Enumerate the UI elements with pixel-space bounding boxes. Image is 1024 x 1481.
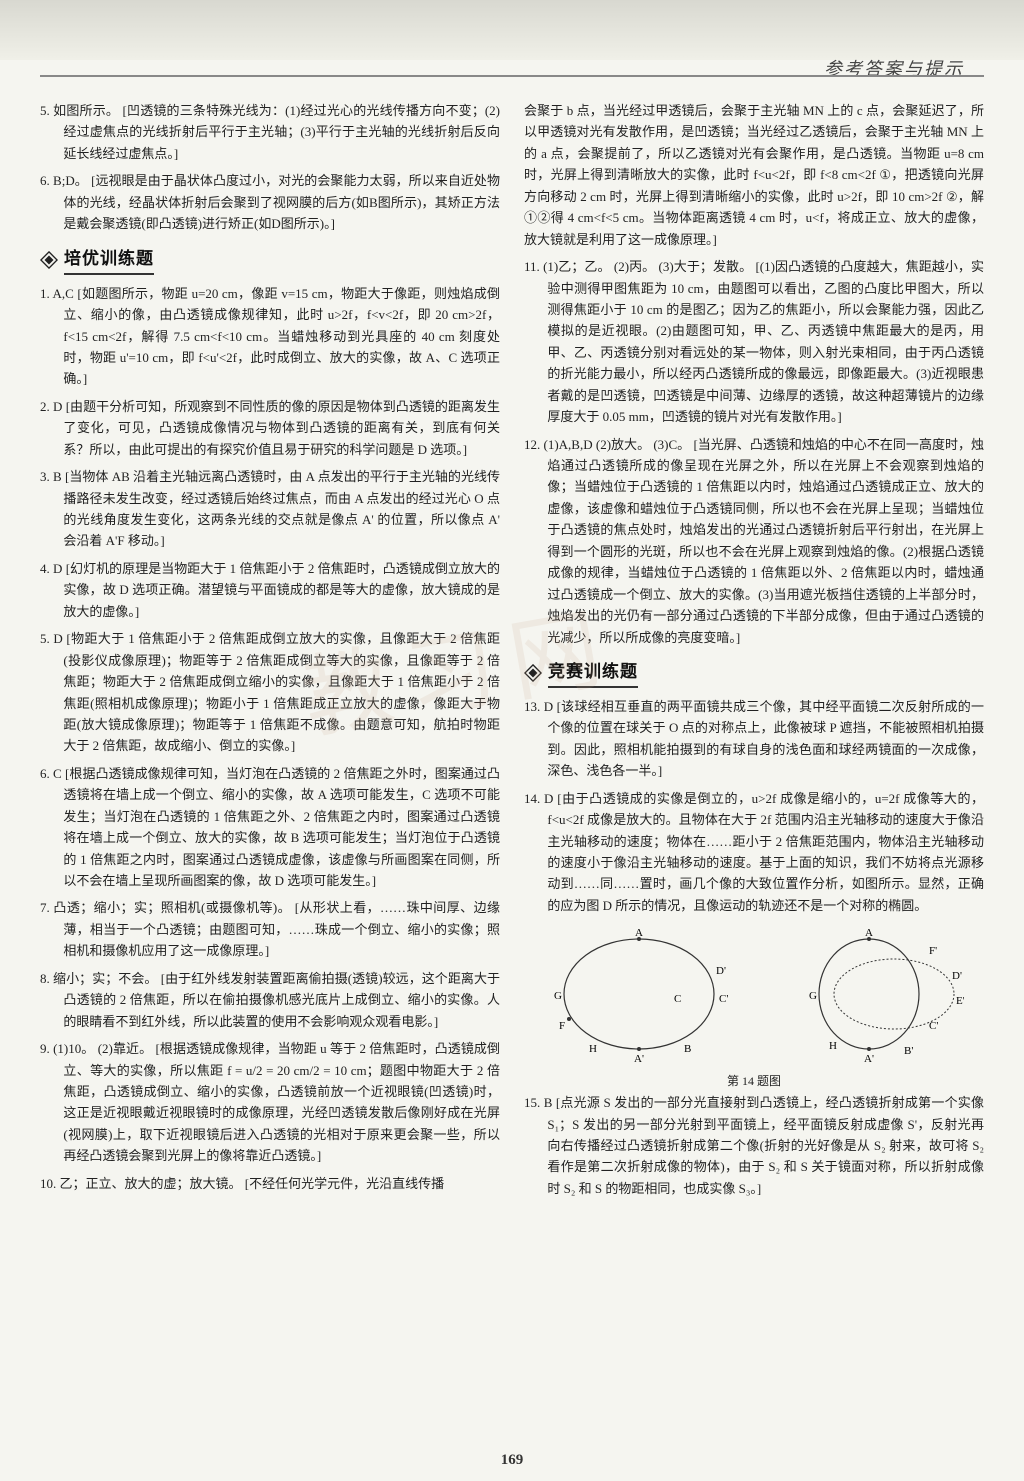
text-item: 2. D [由题干分析可知，所观察到不同性质的像的原因是物体到凸透镜的距离发生了… [40,396,500,460]
text-item: 10. 乙；正立、放大的虚；放大镜。 [不经任何光学元件，光沿直线传播 [40,1173,500,1194]
svg-text:E': E' [956,995,964,1007]
text-item: 15. B [点光源 S 发出的一部分光直接射到凸透镜上，经凸透镜折射成第一个实… [524,1092,984,1199]
content-columns: 5. 如图所示。 [凹透镜的三条特殊光线为：(1)经过光心的光线传播方向不变；(… [40,100,984,1441]
text-item: 14. D [由于凸透镜成的实像是倒立的，u>2f 成像是缩小的，u=2f 成像… [524,788,984,917]
svg-text:H: H [829,1040,837,1052]
svg-text:D': D' [716,965,726,977]
page-header-bg [0,0,1024,60]
text-item: 3. B [当物体 AB 沿着主光轴远离凸透镜时，由 A 点发出的平行于主光轴的… [40,466,500,552]
svg-text:G: G [809,990,817,1002]
text-item: 12. (1)A,B,D (2)放大。 (3)C。 [当光屏、凸透镜和烛焰的中心… [524,434,984,648]
text-item: 6. B;D。 [远视眼是由于晶状体凸度过小，对光的会聚能力太弱，所以来自近处物… [40,170,500,234]
diamond-icon [524,664,542,682]
figure-caption: 第 14 题图 [524,1072,984,1092]
svg-text:F': F' [929,945,937,957]
svg-text:H: H [589,1043,597,1055]
section-jingsai: 竞赛训练题 [524,658,984,688]
svg-text:C': C' [929,1020,938,1032]
header-line [40,75,984,77]
text-item: 11. (1)乙；乙。 (2)丙。 (3)大于；发散。 [(1)因凸透镜的凸度越… [524,256,984,428]
svg-text:C': C' [719,993,728,1005]
text-item: 8. 缩小；实；不会。 [由于红外线发射装置距离偷拍摄(透镜)较远，这个距离大于… [40,968,500,1032]
figure-14: A D' C' G F H A' B C A F' D' E' C' G H A [524,924,984,1064]
figure-left-svg: A D' C' G F H A' B C [544,924,734,1064]
svg-text:C: C [674,993,681,1005]
svg-text:A': A' [634,1053,644,1064]
svg-text:A': A' [864,1053,874,1064]
text-item: 4. D [幻灯机的原理是当物距大于 1 倍焦距小于 2 倍焦距时，凸透镜成倒立… [40,558,500,622]
text-item: 5. D [物距大于 1 倍焦距小于 2 倍焦距成倒立放大的实像，且像距大于 2… [40,628,500,757]
text-item: 7. 凸透；缩小；实；照相机(或摄像机等)。 [从形状上看，……珠中间厚、边缘薄… [40,897,500,961]
right-column: 会聚于 b 点，当光经过甲透镜后，会聚于主光轴 MN 上的 c 点，会聚延迟了，… [524,100,984,1441]
section-peiyou: 培优训练题 [40,245,500,275]
text-item: 9. (1)10。 (2)靠近。 [根据透镜成像规律，当物距 u 等于 2 倍焦… [40,1038,500,1167]
text-item: 5. 如图所示。 [凹透镜的三条特殊光线为：(1)经过光心的光线传播方向不变；(… [40,100,500,164]
svg-text:G: G [554,990,562,1002]
svg-text:B: B [684,1043,691,1055]
figure-right-svg: A F' D' E' C' G H A' B' [774,924,964,1064]
header-label: 参考答案与提示 [824,55,964,81]
text-item: 1. A,C [如题图所示，物距 u=20 cm，像距 v=15 cm，物距大于… [40,283,500,390]
section-title: 培优训练题 [64,245,154,275]
svg-text:A: A [635,927,643,939]
svg-text:B': B' [904,1045,913,1057]
text-cont: 会聚于 b 点，当光经过甲透镜后，会聚于主光轴 MN 上的 c 点，会聚延迟了，… [524,100,984,250]
text-item: 13. D [该球经相互垂直的两平面镜共成三个像，其中经平面镜二次反射所成的一个… [524,696,984,782]
left-column: 5. 如图所示。 [凹透镜的三条特殊光线为：(1)经过光心的光线传播方向不变；(… [40,100,500,1441]
svg-text:F: F [559,1020,565,1032]
section-title: 竞赛训练题 [548,658,638,688]
svg-text:D': D' [952,970,962,982]
diamond-icon [40,251,58,269]
svg-text:A: A [865,927,873,939]
text-item: 6. C [根据凸透镜成像规律可知，当灯泡在凸透镜的 2 倍焦距之外时，图案通过… [40,763,500,892]
page-number: 169 [501,1452,524,1469]
